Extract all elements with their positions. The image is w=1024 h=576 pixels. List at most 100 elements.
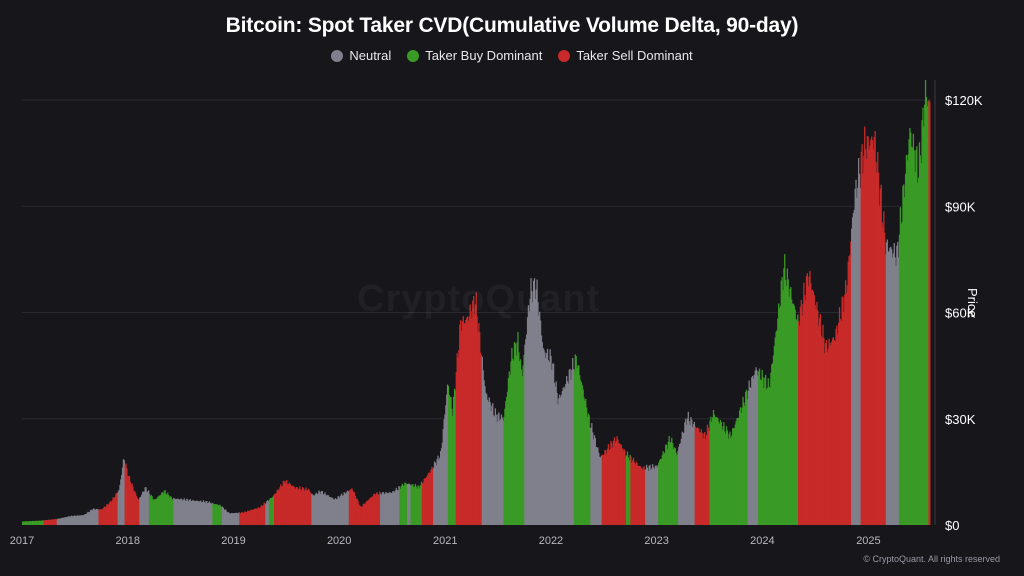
price-bar bbox=[61, 517, 64, 525]
price-bar bbox=[714, 417, 716, 525]
price-bar bbox=[662, 450, 664, 525]
price-bar bbox=[185, 501, 187, 525]
price-bar bbox=[167, 492, 169, 525]
price-bar bbox=[591, 423, 593, 525]
copyright-notice: © CryptoQuant. All rights reserved bbox=[863, 554, 1000, 564]
price-bar bbox=[387, 492, 390, 525]
price-bar bbox=[915, 150, 917, 526]
price-bar bbox=[713, 414, 716, 525]
price-bar bbox=[73, 515, 75, 525]
price-bar bbox=[232, 513, 234, 525]
price-bar bbox=[630, 456, 632, 525]
price-bar bbox=[829, 342, 831, 525]
price-bar bbox=[253, 509, 255, 525]
price-bar bbox=[800, 299, 802, 525]
price-bar bbox=[499, 419, 502, 525]
price-bar bbox=[373, 493, 375, 525]
price-bar bbox=[897, 241, 899, 525]
price-bar bbox=[364, 504, 366, 525]
price-bar bbox=[571, 369, 573, 525]
price-bar bbox=[140, 496, 142, 525]
price-bar bbox=[877, 172, 880, 525]
price-bar bbox=[542, 347, 544, 525]
price-bar bbox=[41, 520, 43, 525]
price-bar bbox=[363, 503, 365, 525]
price-bar bbox=[85, 514, 87, 525]
price-bar bbox=[617, 439, 619, 525]
price-bar bbox=[644, 469, 646, 525]
price-bar bbox=[468, 316, 470, 525]
price-bar bbox=[682, 432, 684, 525]
price-bar bbox=[433, 467, 435, 525]
price-bar bbox=[120, 479, 122, 525]
price-bar bbox=[97, 509, 99, 525]
price-bar bbox=[245, 512, 247, 525]
price-bar bbox=[149, 496, 152, 525]
price-bar bbox=[280, 486, 283, 525]
price-bar bbox=[380, 495, 383, 525]
price-bar bbox=[929, 101, 931, 526]
price-bar bbox=[531, 291, 533, 525]
y-tick-label: $30K bbox=[945, 412, 976, 427]
price-bar bbox=[519, 360, 521, 525]
price-bar bbox=[643, 466, 645, 525]
price-bar bbox=[544, 352, 546, 525]
price-bar bbox=[611, 443, 613, 525]
price-bar bbox=[718, 421, 720, 525]
price-bar bbox=[414, 483, 417, 525]
price-bar bbox=[911, 146, 913, 525]
price-bar bbox=[137, 499, 139, 525]
price-bar bbox=[523, 354, 525, 525]
legend-item-taker-buy[interactable]: Taker Buy Dominant bbox=[407, 48, 542, 63]
price-bar bbox=[338, 496, 340, 525]
price-bar bbox=[206, 501, 208, 525]
price-bar bbox=[488, 397, 490, 525]
price-bar bbox=[55, 518, 57, 525]
price-bar bbox=[534, 298, 536, 525]
price-bar bbox=[871, 136, 873, 526]
price-bar bbox=[396, 490, 398, 525]
price-bar bbox=[413, 487, 415, 525]
legend-item-neutral[interactable]: Neutral bbox=[331, 48, 391, 63]
price-bar bbox=[35, 520, 37, 525]
price-bar bbox=[760, 380, 762, 525]
price-bar bbox=[296, 487, 298, 525]
price-bar bbox=[843, 311, 845, 525]
price-bar bbox=[56, 519, 59, 525]
price-bar bbox=[171, 499, 173, 525]
price-bar bbox=[402, 485, 404, 525]
price-bar bbox=[248, 511, 251, 525]
price-bar bbox=[212, 503, 214, 525]
price-bar bbox=[905, 154, 908, 525]
price-bar bbox=[268, 499, 271, 525]
price-bar bbox=[740, 412, 742, 525]
price-bar bbox=[128, 476, 130, 525]
price-bar bbox=[23, 521, 26, 525]
price-bar bbox=[93, 508, 95, 525]
price-bar bbox=[100, 509, 102, 525]
price-bar bbox=[621, 448, 623, 525]
price-bar bbox=[340, 495, 342, 525]
price-bar bbox=[426, 476, 428, 525]
price-bar bbox=[292, 485, 294, 525]
price-bar bbox=[501, 417, 503, 525]
price-bar bbox=[350, 488, 352, 525]
price-bar bbox=[339, 498, 341, 525]
legend-item-taker-sell[interactable]: Taker Sell Dominant bbox=[558, 48, 693, 63]
price-bar bbox=[886, 239, 888, 525]
price-bar bbox=[775, 331, 777, 525]
price-bar bbox=[157, 496, 159, 525]
price-bar bbox=[896, 245, 898, 525]
price-bar bbox=[486, 394, 488, 525]
price-bar bbox=[74, 515, 76, 525]
price-bar bbox=[674, 448, 676, 525]
price-bar bbox=[473, 314, 476, 525]
price-bar bbox=[71, 515, 73, 525]
price-bar bbox=[288, 482, 291, 525]
price-bar bbox=[269, 498, 271, 525]
price-bar bbox=[72, 516, 74, 525]
price-bar bbox=[357, 500, 359, 525]
price-bar bbox=[887, 251, 889, 525]
price-bar bbox=[440, 448, 443, 525]
price-bar bbox=[897, 257, 900, 525]
